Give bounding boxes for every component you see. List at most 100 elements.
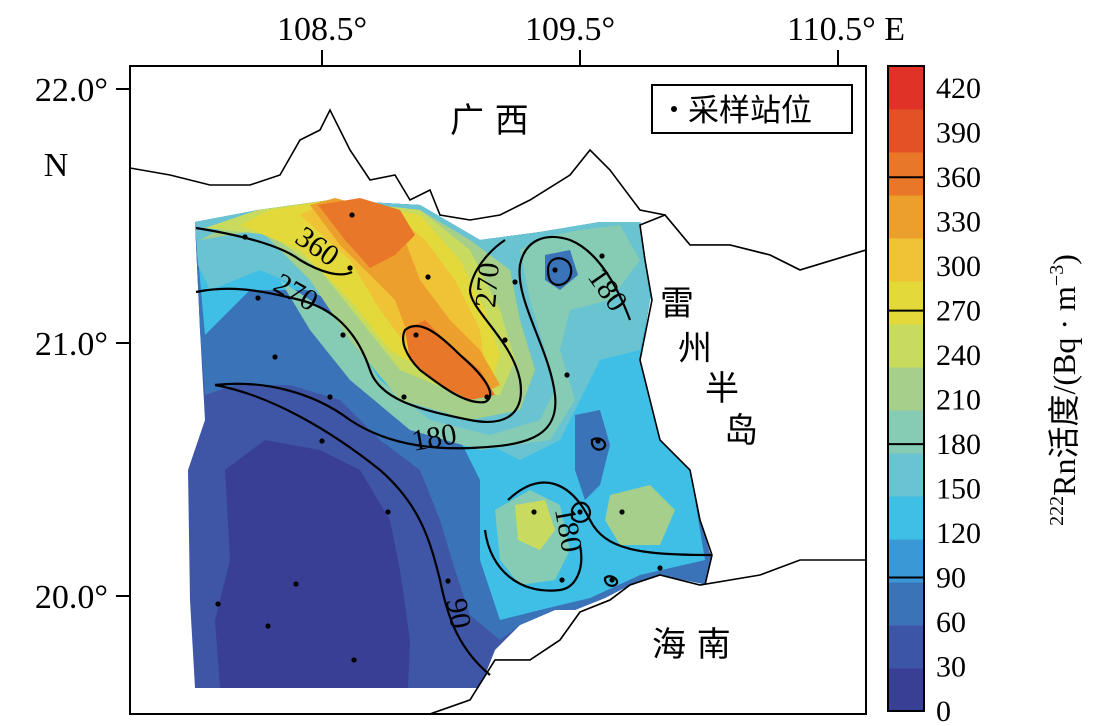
colorbar-tick-label: 210 [936, 384, 981, 417]
colorbar-frame [887, 65, 925, 712]
contour-label-180-bottom: 180 [409, 417, 459, 457]
colorbar-swatch [888, 238, 924, 282]
contour-line-360-b [402, 324, 492, 404]
colorbar: 0 30 60 90 120 150 180 210 240 270 300 330 360 390 420… [887, 65, 1082, 726]
station-point [215, 601, 221, 607]
contour-line-270-a [195, 239, 522, 423]
colorbar-tick-labels: 0 30 60 90 120 150 180 210 240 270 300 330 360 390 420 [936, 72, 981, 726]
band-fill-11 [318, 198, 415, 268]
station-point [340, 332, 346, 338]
contour-label-180-south: 180 [548, 505, 588, 555]
station-point [293, 581, 299, 587]
colorbar-tick-label: 270 [936, 295, 981, 328]
station-point [255, 295, 261, 301]
colorbar-swatch [888, 152, 924, 196]
contour-line-90 [214, 383, 491, 676]
band-fill-12 [405, 320, 495, 400]
y-tick-label: 22.0° [35, 72, 108, 109]
hainan-coast [429, 559, 866, 714]
colorbar-swatch [888, 453, 924, 497]
station-point [564, 372, 570, 378]
colorbar-title-main: Rn活度/(Bq · m [1046, 286, 1082, 496]
colorbar-tick-label: 180 [936, 428, 981, 461]
station-point [512, 279, 518, 285]
colorbar-title-sup: 222 [1046, 496, 1068, 526]
station-legend: 采样站位 [651, 84, 853, 134]
map-plot-area: 360 270 270 180 180 180 90 广 西 雷 州 半 岛 海… [130, 66, 866, 714]
colorbar-tick-label: 60 [936, 606, 966, 639]
colorbar-swatch [888, 66, 924, 110]
contour-line-180-c [507, 481, 713, 557]
station-point [595, 438, 601, 444]
station-point [327, 394, 333, 400]
contour-label-90: 90 [440, 596, 478, 631]
station-point [401, 394, 407, 400]
y-tick-label: 20.0° [35, 579, 108, 616]
band-fill-14 [605, 485, 675, 545]
station-point [349, 212, 355, 218]
station-point [347, 265, 353, 271]
colorbar-title-exp: −3 [1046, 265, 1068, 286]
y-tick-label: 21.0° [35, 326, 108, 363]
legend-label: 采样站位 [688, 93, 812, 129]
station-point [484, 394, 490, 400]
contour-line-180-d [483, 529, 583, 592]
colorbar-tick-label: 420 [936, 72, 981, 105]
region-labels: 广 西 雷 州 半 岛 海 南 [450, 101, 758, 665]
x-tick-label: 110.5° E [787, 11, 905, 48]
x-tick-label: 109.5° [525, 11, 615, 48]
colorbar-tick-label: 150 [936, 473, 981, 506]
station-point [265, 623, 271, 629]
colorbar-tick-label: 90 [936, 562, 966, 595]
region-label-leizhou-2: 州 [678, 329, 712, 369]
colorbar-tick-label: 240 [936, 339, 981, 372]
colorbar-tick-label: 30 [936, 651, 966, 684]
station-point [445, 578, 451, 584]
region-label-leizhou-4: 岛 [724, 411, 758, 451]
station-point [552, 267, 558, 273]
colorbar-tick-label: 120 [936, 517, 981, 550]
sampling-stations [215, 212, 663, 663]
station-point [599, 253, 605, 259]
region-label-hainan: 海 南 [652, 625, 731, 665]
station-point [502, 337, 508, 343]
colorbar-swatch [888, 367, 924, 411]
station-point [657, 565, 663, 571]
colorbar-swatches [888, 66, 924, 712]
legend-station-marker [671, 106, 677, 112]
colorbar-tick-label: 0 [936, 695, 951, 726]
colorbar-swatch [888, 410, 924, 454]
colorbar-swatch [888, 281, 924, 325]
region-label-leizhou-1: 雷 [660, 284, 694, 324]
colorbar-swatch [888, 496, 924, 540]
colorbar-swatch [888, 539, 924, 583]
contour-label-270-center: 270 [469, 261, 506, 309]
colorbar-tick-label: 330 [936, 206, 981, 239]
contour-line-180-g [603, 575, 619, 587]
station-point [319, 438, 325, 444]
band-fill-1 [215, 440, 410, 688]
band-fill-15 [515, 500, 555, 550]
station-point [385, 509, 391, 515]
station-point [577, 509, 583, 515]
station-point [619, 509, 625, 515]
colorbar-title-close: ) [1046, 254, 1082, 265]
contour-line-180-e [570, 501, 592, 523]
band-fill-16 [575, 410, 610, 500]
colorbar-tick-label: 360 [936, 161, 981, 194]
contour-line-180-a [214, 235, 632, 450]
region-label-guangxi: 广 西 [450, 101, 529, 141]
x-axis: 108.5° 109.5° 110.5° E [277, 11, 905, 66]
colorbar-swatch [888, 109, 924, 153]
region-label-leizhou-3: 半 [705, 369, 739, 409]
y-axis: 22.0° 21.0° 20.0° N [35, 72, 130, 616]
station-point [609, 577, 615, 583]
colorbar-swatch [888, 582, 924, 626]
station-point [351, 657, 357, 663]
station-point [272, 354, 278, 360]
station-point [425, 274, 431, 280]
colorbar-contour-marks [888, 176, 924, 579]
contour-line-180-b [546, 257, 573, 287]
y-hemisphere-label: N [44, 147, 69, 184]
